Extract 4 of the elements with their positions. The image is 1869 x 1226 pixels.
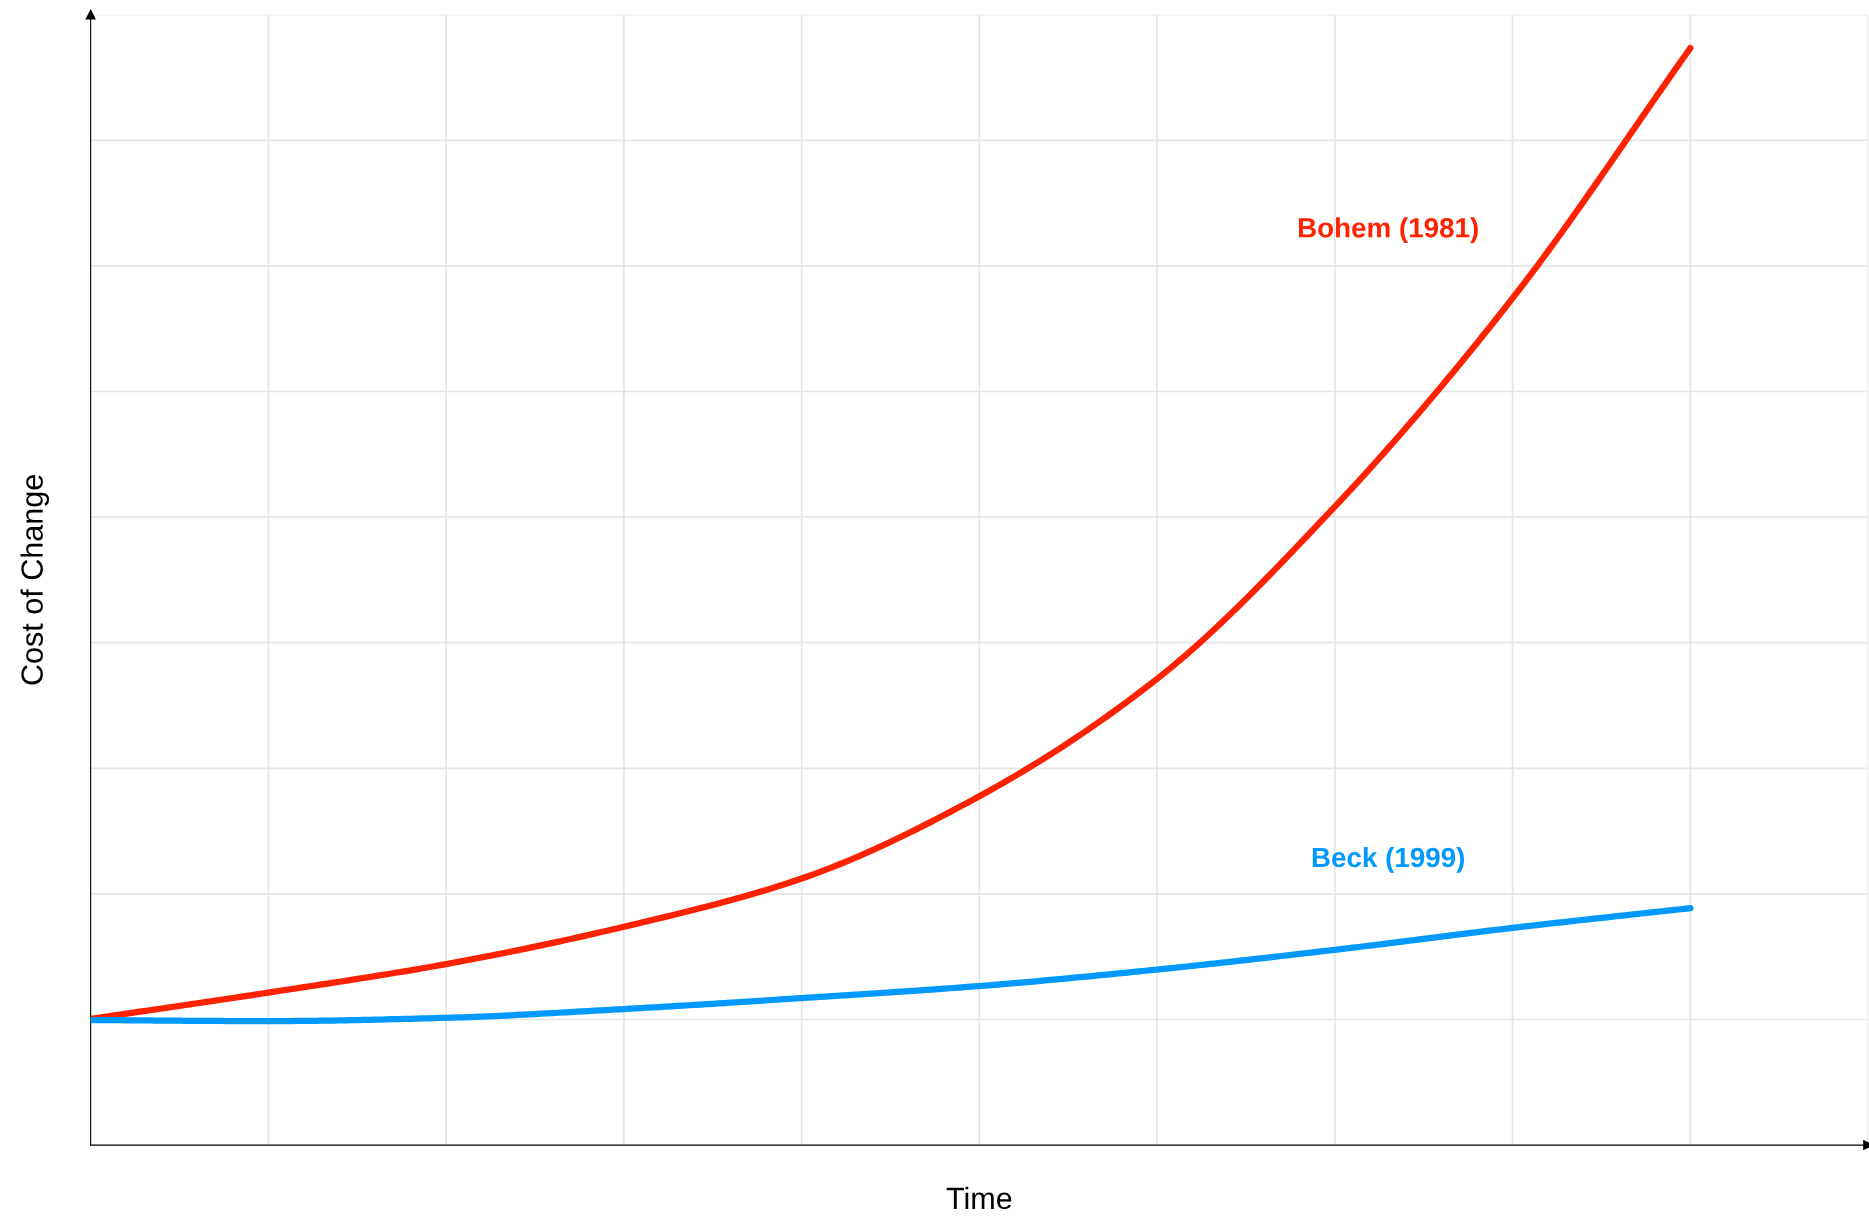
text: Bohem (1981) bbox=[1298, 217, 1478, 244]
x-axis-title: Time bbox=[946, 1186, 1012, 1210]
text: Beck (1999) bbox=[1312, 846, 1464, 873]
y-axis-title: Cost of Change bbox=[20, 475, 49, 685]
